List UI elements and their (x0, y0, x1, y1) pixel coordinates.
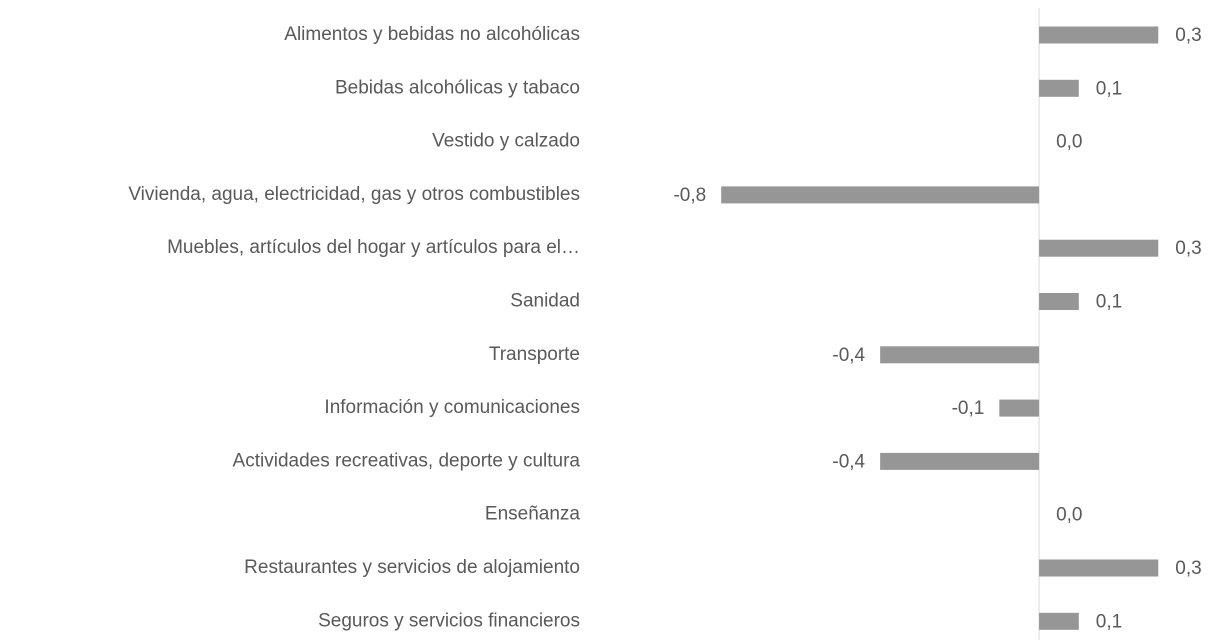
bar (1039, 293, 1079, 310)
bar (999, 399, 1040, 417)
category-label: Sanidad (510, 291, 580, 312)
category-label: Vivienda, agua, electricidad, gas y otro… (128, 184, 580, 205)
bar (1039, 612, 1079, 630)
bar (721, 186, 1040, 204)
bar (1039, 239, 1159, 257)
value-label: -0,4 (832, 451, 865, 472)
category-label: Transporte (489, 344, 580, 365)
category-label: Información y comunicaciones (324, 397, 580, 418)
value-label: 0,3 (1175, 25, 1201, 46)
category-label: Actividades recreativas, deporte y cultu… (233, 450, 581, 471)
category-label: Bebidas alcohólicas y tabaco (335, 77, 580, 98)
bar (880, 452, 1040, 470)
value-label: 0,3 (1175, 238, 1201, 259)
value-label: 0,0 (1056, 132, 1082, 153)
value-label: -0,4 (832, 345, 865, 366)
value-label: 0,1 (1096, 611, 1122, 632)
category-label: Alimentos y bebidas no alcohólicas (284, 24, 580, 45)
value-label: 0,0 (1056, 505, 1082, 526)
category-label: Enseñanza (485, 504, 581, 525)
category-label: Seguros y servicios financieros (318, 610, 580, 631)
category-label: Restaurantes y servicios de alojamiento (244, 557, 580, 578)
value-label: 0,1 (1096, 78, 1122, 99)
value-label: -0,1 (952, 398, 985, 419)
bar (1039, 79, 1079, 97)
bar (880, 346, 1040, 364)
category-label: Vestido y calzado (432, 131, 580, 152)
bar (1039, 559, 1159, 577)
category-label: Muebles, artículos del hogar y artículos… (167, 237, 580, 258)
value-label: 0,1 (1096, 292, 1122, 313)
bar (1039, 26, 1159, 44)
value-label: -0,8 (673, 185, 706, 206)
value-label: 0,3 (1175, 558, 1201, 579)
